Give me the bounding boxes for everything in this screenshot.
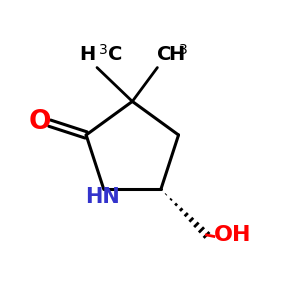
Text: H: H (79, 45, 95, 64)
Text: HN: HN (85, 187, 120, 207)
Text: 3: 3 (98, 43, 107, 57)
Text: O: O (28, 109, 51, 135)
Text: 3: 3 (178, 43, 187, 57)
Text: H: H (169, 45, 185, 64)
Text: C: C (158, 45, 172, 64)
Text: OH: OH (214, 225, 252, 245)
Text: C: C (108, 45, 123, 64)
